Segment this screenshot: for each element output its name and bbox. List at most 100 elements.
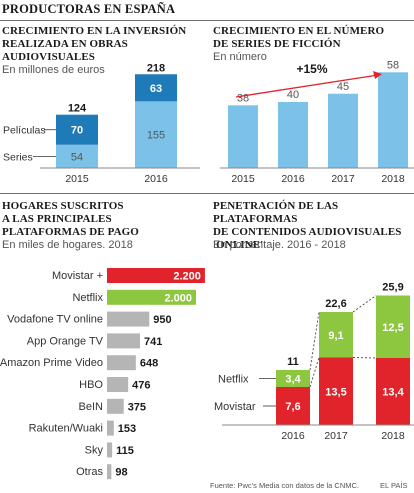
bar-9 <box>107 464 112 480</box>
source-note: Fuente: Pwc's Media con datos de la CNMC… <box>210 481 359 490</box>
legend-peliculas: Películas <box>3 125 46 137</box>
total-label-2018: 25,9 <box>382 282 403 294</box>
bar-series-2015 <box>56 144 98 168</box>
chart-1-title: CRECIMIENTO EN LA INVERSIÓN REALIZADA EN… <box>2 25 187 63</box>
category-label-3: App Orange TV <box>27 335 104 347</box>
chart-4-title: PENETRACIÓN DE LAS PLATAFORMAS DE CONTEN… <box>213 200 402 251</box>
growth-annotation: +15% <box>296 62 327 76</box>
value-label-2: 950 <box>153 314 171 326</box>
chart-2-title: CRECIMIENTO EN EL NÚMERO DE SERIES DE FI… <box>213 25 385 50</box>
section-divider <box>0 193 414 194</box>
value-label-7: 153 <box>118 423 136 435</box>
label-peliculas-2015: 70 <box>71 125 83 137</box>
connector-top-0 <box>309 311 320 371</box>
total-label-2015: 124 <box>68 103 87 115</box>
bar-4 <box>107 355 136 371</box>
label-movistar-2016: 7,6 <box>285 401 300 413</box>
bar-2017 <box>328 93 358 168</box>
category-label-4: Amazon Prime Video <box>0 357 103 369</box>
total-label-2017: 22,6 <box>325 298 346 310</box>
value-label-2018: 58 <box>387 59 399 71</box>
chart-2-subtitle: En número <box>213 51 267 63</box>
x-tick-2017: 2017 <box>324 430 348 442</box>
page-title: PRODUCTORAS EN ESPAÑA <box>2 2 176 16</box>
header-divider <box>0 20 414 21</box>
label-movistar-2017: 13,5 <box>325 386 346 398</box>
bar-peliculas-2015 <box>56 114 98 145</box>
value-label-4: 648 <box>140 358 158 370</box>
category-label-1: Netflix <box>72 292 103 304</box>
total-label-2016: 11 <box>287 356 299 368</box>
bar-2018 <box>378 72 408 168</box>
bar-8 <box>107 442 113 458</box>
category-label-7: Rakuten/Wuaki <box>29 423 103 435</box>
chart-3-subtitle: En miles de hogares. 2018 <box>2 239 133 251</box>
bar-7 <box>107 420 114 436</box>
chart-2-series-count: 38 2015 40 2016 45 2017 58 2018 +15% <box>220 59 414 185</box>
legend-series: Series <box>3 151 33 163</box>
label-netflix-2017: 9,1 <box>328 330 343 342</box>
bar-series-2016 <box>135 101 177 168</box>
chart-4-subtitle: En porcentaje. 2016 - 2018 <box>213 239 346 251</box>
value-label-8: 115 <box>116 445 134 457</box>
bar-6 <box>107 398 124 414</box>
category-label-0: Movistar + <box>52 270 103 282</box>
bar-2015 <box>228 105 258 168</box>
connector-mid-1 <box>352 357 377 359</box>
bar-5 <box>107 377 129 392</box>
label-series-2015: 54 <box>71 151 83 163</box>
x-tick-2016: 2016 <box>144 173 168 185</box>
growth-arrow-head <box>373 71 382 79</box>
label-netflix-2018: 12,5 <box>382 322 403 334</box>
category-label-8: Sky <box>85 444 104 456</box>
x-tick-2015: 2015 <box>65 173 89 185</box>
value-label-3: 741 <box>144 336 162 348</box>
chart-1-subtitle: En millones de euros <box>2 64 105 76</box>
bar-peliculas-2016 <box>135 74 177 102</box>
category-label-5: HBO <box>79 379 103 391</box>
total-label-2016: 218 <box>147 62 165 74</box>
value-label-5: 476 <box>132 380 150 392</box>
bar-2 <box>107 311 150 327</box>
value-label-2017: 45 <box>337 81 349 93</box>
connector-top-1 <box>352 295 377 313</box>
bar-netflix-2017 <box>319 312 353 358</box>
x-tick-2017: 2017 <box>331 173 355 185</box>
bar-0 <box>107 268 205 283</box>
chart-1-investment: 54 70 124 2015 155 63 218 2016 Películas Series <box>3 62 200 185</box>
bar-2016 <box>278 102 308 168</box>
bar-netflix-2018 <box>376 295 410 358</box>
value-label-0: 2.200 <box>173 271 201 283</box>
bar-3 <box>107 333 140 349</box>
category-label-2: Vodafone TV online <box>7 314 103 326</box>
label-peliculas-2016: 63 <box>150 83 162 95</box>
value-label-1: 2.000 <box>164 292 192 304</box>
x-tick-2016: 2016 <box>281 173 305 185</box>
bar-movistar-2016 <box>276 387 310 425</box>
growth-arrow-line <box>235 74 379 98</box>
legend-movistar: Movistar <box>214 401 256 413</box>
category-label-9: Otras <box>76 466 103 478</box>
connector-mid-0 <box>309 357 320 388</box>
chart-4-penetration: 7,6 3,4 11 2016 13,5 9,1 22,6 2017 13,4 12,5 25,9 2… <box>214 282 414 442</box>
chart-3-title: HOGARES SUSCRITOS A LAS PRINCIPALES PLAT… <box>2 200 139 238</box>
bar-netflix-2016 <box>276 370 310 387</box>
x-tick-2016: 2016 <box>281 430 305 442</box>
label-movistar-2018: 13,4 <box>382 387 404 399</box>
bar-1 <box>107 289 196 305</box>
value-label-9: 98 <box>115 467 127 479</box>
category-label-6: BeIN <box>79 401 104 413</box>
value-label-2016: 40 <box>287 89 299 101</box>
page-header: PRODUCTORAS EN ESPAÑA <box>0 0 414 22</box>
brand-label: EL PAÍS <box>380 481 408 490</box>
chart-3-subscribers: Movistar + 2.200 Netflix 2.000 Vodafone TV o… <box>0 268 205 480</box>
value-label-6: 375 <box>128 401 146 413</box>
value-label-2015: 38 <box>237 92 249 104</box>
x-tick-2018: 2018 <box>381 430 405 442</box>
label-series-2016: 155 <box>147 130 165 142</box>
bar-movistar-2017 <box>319 357 353 425</box>
x-tick-2018: 2018 <box>381 173 405 185</box>
label-netflix-2016: 3,4 <box>285 374 301 386</box>
legend-netflix: Netflix <box>218 374 249 386</box>
